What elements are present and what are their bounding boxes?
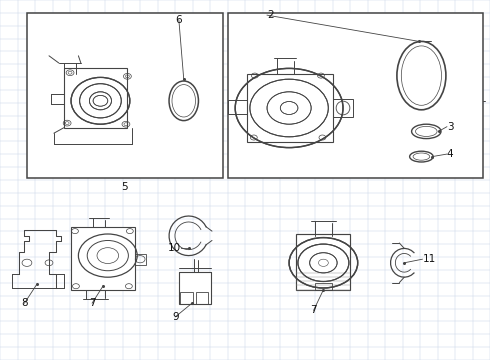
- Bar: [247, 74, 333, 142]
- Text: 4: 4: [447, 149, 454, 159]
- Text: 11: 11: [422, 254, 436, 264]
- Text: 2: 2: [267, 10, 274, 20]
- Bar: [228, 13, 483, 178]
- Bar: [64, 68, 127, 128]
- Text: 8: 8: [21, 298, 28, 308]
- Text: 5: 5: [122, 182, 128, 192]
- Bar: [315, 283, 332, 290]
- Text: 1: 1: [489, 96, 490, 106]
- Bar: [228, 100, 247, 114]
- Text: 7: 7: [89, 298, 96, 308]
- Bar: [296, 234, 350, 290]
- Bar: [196, 292, 208, 304]
- Bar: [179, 272, 211, 304]
- Bar: [135, 254, 146, 265]
- Bar: [27, 13, 223, 178]
- Text: 3: 3: [447, 122, 454, 132]
- Bar: [71, 227, 135, 290]
- Text: 7: 7: [310, 305, 317, 315]
- Bar: [180, 292, 193, 304]
- Text: 9: 9: [172, 312, 179, 322]
- Text: 10: 10: [168, 243, 181, 253]
- Text: 6: 6: [175, 15, 182, 25]
- Bar: [333, 99, 353, 117]
